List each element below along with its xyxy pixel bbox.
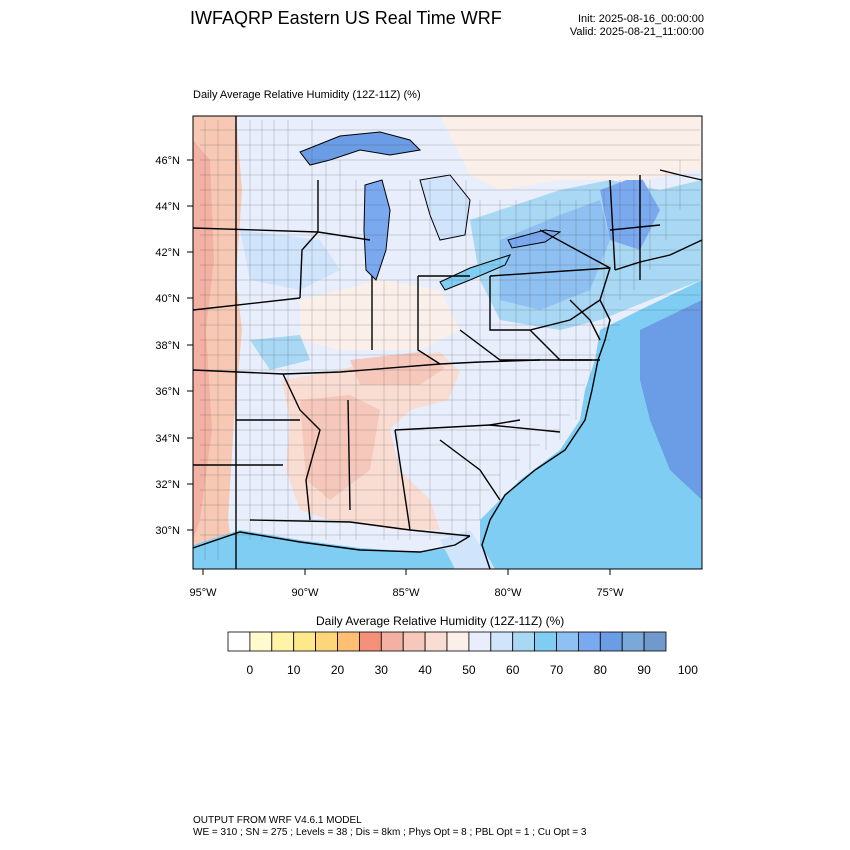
footer-config-info: WE = 310 ; SN = 275 ; Levels = 38 ; Dis … xyxy=(193,827,587,838)
lat-label: 36°N xyxy=(155,386,180,398)
lat-label: 32°N xyxy=(155,479,180,491)
lat-label: 42°N xyxy=(155,247,180,259)
colorbar-box xyxy=(643,631,667,652)
colorbar-tick-label: 80 xyxy=(594,663,608,677)
lat-label: 40°N xyxy=(155,293,180,305)
maine-border xyxy=(659,169,702,181)
colorbar-box xyxy=(556,631,579,652)
colorbar-box xyxy=(402,631,426,652)
longitude-axis: 95°W 90°W 85°W 80°W 75°W xyxy=(189,569,624,599)
colorbar-tick-label: 30 xyxy=(375,663,389,677)
colorbar-box xyxy=(468,631,492,652)
missouri-moist-region xyxy=(250,335,310,370)
atlantic-coastline xyxy=(481,299,611,569)
colorbar-box xyxy=(315,631,338,652)
colorbar-tick-label: 40 xyxy=(418,663,432,677)
colorbar-box xyxy=(578,631,601,652)
colorbar-tick-label: 60 xyxy=(506,663,520,677)
colorbar-box xyxy=(446,631,470,652)
lon-label: 90°W xyxy=(291,587,319,599)
gulf-coastline xyxy=(193,531,471,553)
lat-label: 30°N xyxy=(155,525,180,537)
lon-label: 75°W xyxy=(596,587,624,599)
colorbar-box xyxy=(424,631,448,652)
colorbar-tick-label: 50 xyxy=(462,663,476,677)
colorbar-box xyxy=(358,631,382,652)
colorbar-box xyxy=(249,631,273,652)
colorbar-tick-label: 70 xyxy=(550,663,564,677)
iowa-moist-region xyxy=(240,230,340,290)
colorbar-tick-label: 90 xyxy=(637,663,651,677)
colorbar-box xyxy=(380,631,404,652)
lon-label: 85°W xyxy=(392,587,420,599)
atlantic-deep-moist xyxy=(640,300,702,500)
newyork-very-moist-region xyxy=(500,200,610,310)
lat-label: 38°N xyxy=(155,340,180,352)
colorbar-box xyxy=(621,631,645,652)
lat-label: 44°N xyxy=(155,201,180,213)
florida-region xyxy=(440,530,495,569)
colorbar-tick-label: 10 xyxy=(287,663,301,677)
canada-north-region xyxy=(440,116,702,190)
newengland-moist-region xyxy=(600,175,660,250)
lat-label: 34°N xyxy=(155,433,180,445)
colorbar: 0 10 20 30 40 50 60 70 80 90 100 xyxy=(227,631,698,677)
colorbar-box xyxy=(293,631,317,652)
valid-time: Valid: 2025-08-21_11:00:00 xyxy=(569,26,704,38)
init-time: Init: 2025-08-16_00:00:00 xyxy=(578,13,704,25)
colorbar-box xyxy=(227,631,251,652)
plot-title: Daily Average Relative Humidity (12Z-11Z… xyxy=(193,89,421,101)
lon-label: 80°W xyxy=(494,587,522,599)
colorbar-box xyxy=(599,631,623,652)
latitude-axis: 46°N 44°N 42°N 40°N 38°N 36°N 34°N 32°N 30°N xyxy=(155,155,193,537)
colorbar-tick-label: 20 xyxy=(331,663,345,677)
footer-model-info: OUTPUT FROM WRF V4.6.1 MODEL xyxy=(193,815,362,826)
kentucky-dry-region xyxy=(350,352,445,385)
colorbar-box xyxy=(512,631,536,652)
county-borders xyxy=(200,120,700,560)
humidity-field xyxy=(193,116,702,569)
colorbar-box xyxy=(534,631,557,652)
colorbar-tick-label: 0 xyxy=(247,663,254,677)
colorbar-box xyxy=(271,631,295,652)
colorbar-title: Daily Average Relative Humidity (12Z-11Z… xyxy=(316,614,565,628)
map-frame xyxy=(192,115,703,570)
colorbar-tick-label: 100 xyxy=(678,663,698,677)
main-title: IWFAQRP Eastern US Real Time WRF xyxy=(190,8,502,28)
gulf-fill xyxy=(193,530,480,569)
colorbar-box xyxy=(490,631,514,652)
lake-superior xyxy=(299,131,422,166)
newengland-coastline xyxy=(614,239,702,271)
lat-label: 46°N xyxy=(155,155,180,167)
colorbar-box xyxy=(337,631,360,652)
lon-label: 95°W xyxy=(189,587,217,599)
